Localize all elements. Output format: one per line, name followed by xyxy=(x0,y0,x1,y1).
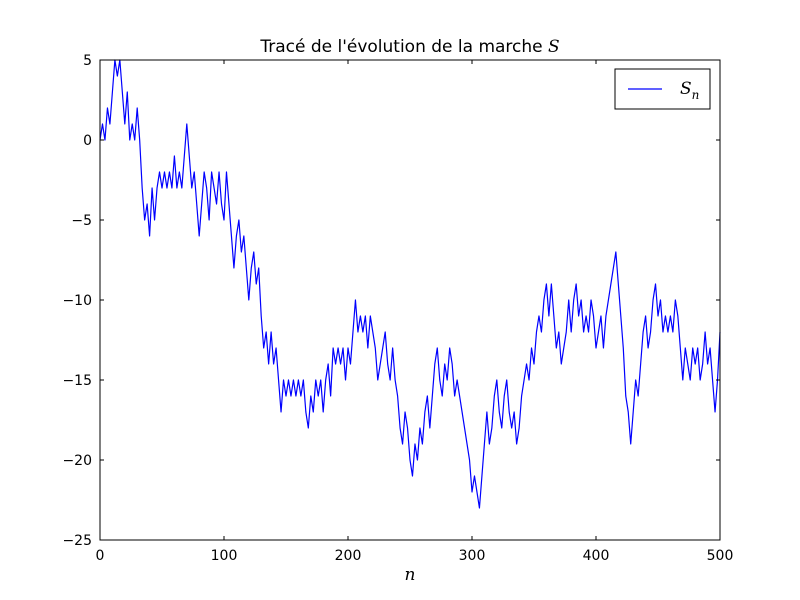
x-tick-label: 500 xyxy=(707,548,734,564)
legend: Sn xyxy=(614,68,711,110)
y-tick-label: −25 xyxy=(62,533,92,549)
chart-title: Tracé de l'évolution de la marche S xyxy=(259,37,559,57)
legend-label-symbol: S xyxy=(680,79,692,99)
series-line-0 xyxy=(99,59,721,509)
legend-label-subscript: n xyxy=(692,88,700,102)
x-axis-label: n xyxy=(405,565,416,585)
y-tick-label: −5 xyxy=(71,213,92,229)
y-tick-label: −15 xyxy=(62,373,92,389)
x-tick-label: 300 xyxy=(459,548,486,564)
plot-frame xyxy=(99,59,721,541)
plot-area xyxy=(100,60,720,540)
y-tick-label: 5 xyxy=(83,53,92,69)
x-tick-label: 200 xyxy=(335,548,362,564)
y-tick-label: −20 xyxy=(62,453,92,469)
y-tick-label: 0 xyxy=(83,133,92,149)
chart-title-text: Tracé de l'évolution de la marche xyxy=(259,37,548,57)
series-layer xyxy=(99,59,721,509)
legend-label: Sn xyxy=(680,79,699,102)
x-tick-label: 100 xyxy=(211,548,238,564)
axis-tick-labels: 0 100 200 300 400 500 5 0 −5 −10 −15 −20 −25 xyxy=(62,53,733,564)
x-tick-label: 0 xyxy=(96,548,105,564)
x-tick-label: 400 xyxy=(583,548,610,564)
chart-title-math-symbol: S xyxy=(548,37,560,57)
y-tick-label: −10 xyxy=(62,293,92,309)
